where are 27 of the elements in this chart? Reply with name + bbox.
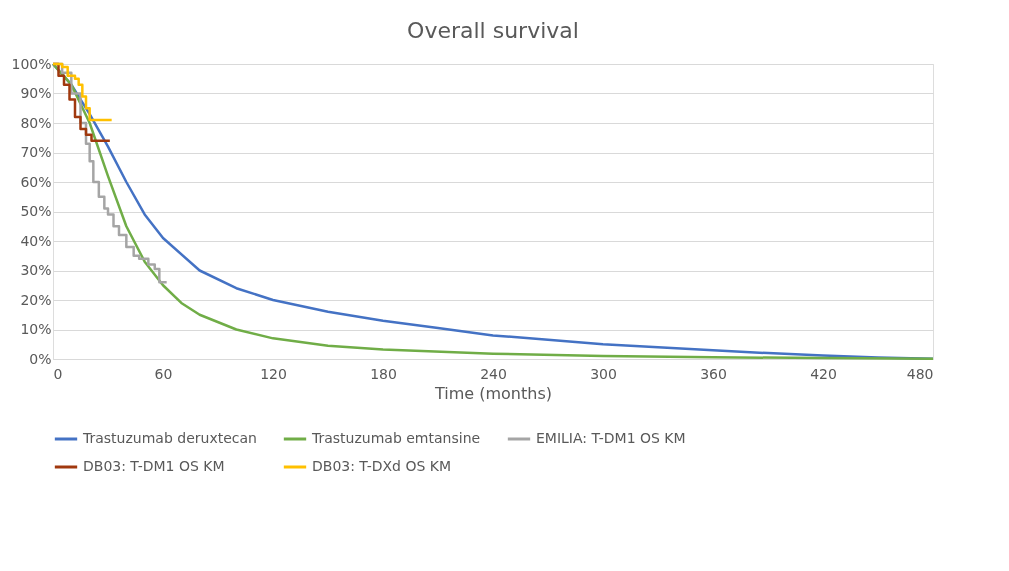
legend-label: EMILIA: T-DM1 OS KM bbox=[536, 430, 686, 446]
legend-label: Trastuzumab deruxtecan bbox=[82, 430, 257, 446]
y-tick-label: 20% bbox=[20, 291, 52, 308]
y-tick-label: 70% bbox=[20, 144, 52, 160]
x-tick-label: 480 bbox=[906, 365, 934, 382]
legend-label: Trastuzumab emtansine bbox=[311, 430, 481, 446]
y-tick-label: 60% bbox=[20, 173, 52, 190]
legend-label: DB03: T-DXd OS KM bbox=[312, 458, 452, 474]
y-tick-label: 100% bbox=[11, 55, 52, 72]
legend-label: DB03: T-DM1 OS KM bbox=[83, 458, 225, 474]
chart-title: Overall survival bbox=[407, 18, 579, 43]
x-tick-label: 360 bbox=[700, 365, 727, 382]
x-tick-label: 60 bbox=[154, 365, 173, 382]
y-tick-label: 0% bbox=[29, 350, 52, 367]
x-tick-label: 240 bbox=[480, 365, 507, 382]
x-axis-title: Time (months) bbox=[434, 383, 552, 403]
x-tick-label: 120 bbox=[260, 365, 287, 382]
x-tick-label: 180 bbox=[370, 365, 397, 382]
y-tick-label: 40% bbox=[20, 232, 52, 249]
x-tick-label: 300 bbox=[590, 365, 617, 382]
y-tick-label: 30% bbox=[20, 262, 52, 278]
y-tick-label: 80% bbox=[20, 114, 52, 131]
y-tick-label: 10% bbox=[20, 321, 52, 337]
y-tick-label: 90% bbox=[20, 85, 52, 101]
x-tick-label: 420 bbox=[810, 365, 837, 382]
y-tick-label: 50% bbox=[20, 203, 52, 219]
x-tick-label: 0 bbox=[53, 365, 63, 382]
